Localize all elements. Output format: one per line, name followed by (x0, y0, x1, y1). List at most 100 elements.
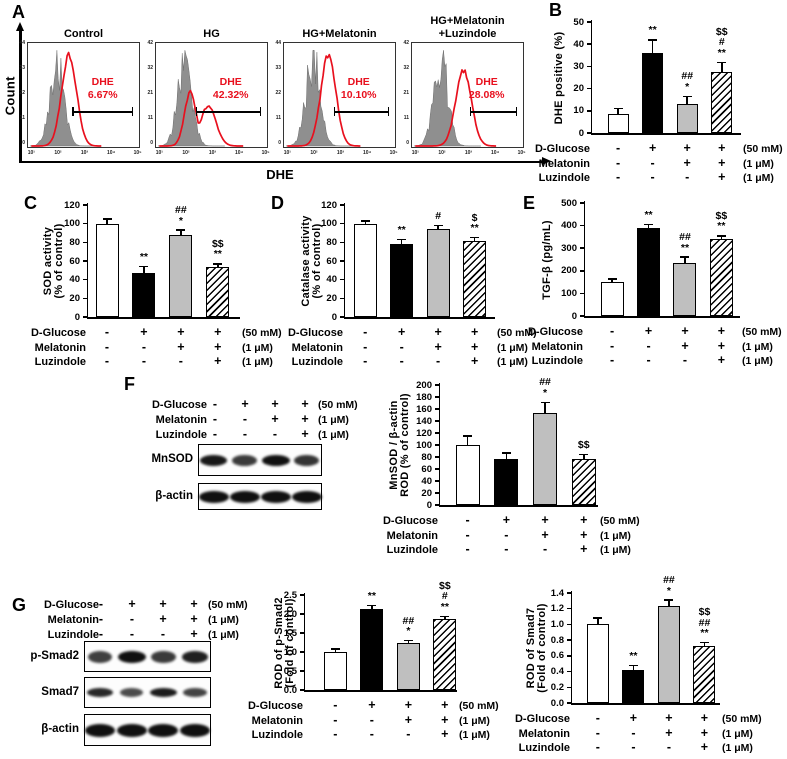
blot-label: p-Smad2 (30, 649, 79, 662)
treatment-label: D-Glucose (527, 326, 583, 338)
treatment-symbol: + (301, 427, 309, 441)
error-bar-cap (470, 236, 480, 239)
bar (642, 53, 664, 133)
treatment-label: D-Glucose (43, 599, 99, 611)
flow-histogram-svg (413, 50, 497, 147)
y-tick-mark (82, 260, 87, 262)
treatment-symbol: + (718, 141, 726, 155)
treatment-symbol: - (104, 339, 110, 354)
y-tick-mark (434, 444, 439, 446)
error-bar-cap (463, 435, 473, 437)
significance-annotation: $$ (715, 209, 728, 222)
treatment-symbol: + (271, 397, 279, 411)
treatment-concentration: (1 μM) (208, 629, 239, 641)
treatment-label: D-Glucose (151, 399, 207, 411)
significance-annotation: * (666, 584, 671, 597)
treatment-symbol: - (682, 353, 688, 367)
bar (586, 624, 609, 703)
y-tick-label: 120 (321, 199, 337, 211)
protein-band (232, 454, 257, 466)
significance-annotation: ** (139, 251, 149, 264)
y-axis-line (438, 383, 440, 505)
treatment-symbol: + (301, 412, 309, 426)
treatment-symbol: - (465, 513, 470, 527)
significance-annotation: $$ (577, 439, 590, 452)
treatment-label: Melatonin (47, 614, 99, 626)
treatment-symbol: + (441, 698, 449, 712)
treatment-label: Melatonin (291, 341, 343, 354)
y-axis-label-line: (Fold of control) (536, 603, 548, 693)
treatment-symbol: - (631, 740, 636, 754)
flow-y-tick-label: 44 (275, 40, 281, 46)
bar (169, 234, 193, 317)
error-bar-cap (102, 218, 112, 220)
flow-y-tick-label: 21 (147, 90, 153, 96)
y-tick-label: 120 (416, 427, 432, 439)
treatment-symbol: - (504, 542, 509, 556)
x-axis-line (583, 316, 740, 318)
y-tick-label: 160 (416, 403, 432, 415)
treatment-label: D-Glucose (382, 515, 438, 527)
treatment-concentration: (1 μM) (600, 544, 631, 556)
significance-annotation: $$ (715, 25, 728, 38)
flow-x-tick-label: 10³ (464, 150, 473, 156)
flow-plot-title: Control (63, 28, 104, 40)
treatment-symbol: - (610, 338, 615, 353)
gate-line (72, 111, 134, 113)
y-tick-label: 1.0 (283, 646, 297, 658)
protein-band (120, 688, 144, 697)
gate-percent: 10.10% (340, 89, 377, 101)
blot-label: β-actin (41, 723, 79, 735)
treatment-label: Luzindole (155, 429, 207, 441)
flow-y-tick-label: 44 (19, 40, 25, 46)
error-bar-cap (213, 263, 223, 265)
significance-annotation: $$ (211, 237, 224, 250)
y-tick-mark (339, 222, 344, 225)
gate-percent: 6.67% (87, 89, 118, 101)
flow-x-tick-label: 10² (54, 150, 62, 156)
bar (622, 670, 645, 703)
protein-band (84, 723, 115, 737)
treatment-symbol: + (683, 141, 691, 155)
panel-letter: B (549, 0, 562, 20)
treatment-label: Melatonin (538, 157, 590, 170)
bar (206, 266, 230, 317)
treatment-label: Luzindole (386, 544, 438, 556)
treatment-symbol: + (718, 155, 726, 170)
error-bar-cap (397, 238, 407, 241)
y-tick-mark (579, 224, 584, 227)
treatment-symbol: + (580, 542, 588, 556)
flow-x-tick-label: 10² (182, 150, 190, 156)
error-bar-line (364, 220, 366, 224)
treatment-symbol: - (212, 427, 218, 441)
treatment-symbol: - (160, 627, 166, 641)
y-tick-mark (586, 110, 591, 112)
protein-band (294, 454, 319, 466)
flow-plot-box (155, 42, 268, 148)
bar (390, 244, 414, 317)
flow-plot-box (411, 42, 524, 148)
y-tick-mark (586, 87, 591, 90)
y-tick-label: 20 (421, 487, 432, 499)
treatment-label: Luzindole (251, 729, 303, 741)
y-tick-label: 2.5 (283, 589, 297, 601)
treatment-symbol: + (140, 325, 148, 339)
treatment-symbol: - (242, 427, 248, 441)
treatment-concentration: (1 μM) (208, 614, 239, 626)
significance-annotation: ## (539, 376, 551, 389)
flow-y-tick-label: 22 (19, 90, 25, 96)
treatment-concentration: (1 μM) (742, 355, 773, 367)
dhe-axis-label: DHE (266, 167, 294, 182)
treatment-symbol: - (615, 141, 621, 155)
protein-band (151, 650, 176, 663)
flow-x-tick-label: 10⁴ (107, 150, 116, 156)
treatment-concentration: (1 μM) (497, 356, 528, 368)
y-tick-label: 50 (573, 16, 584, 28)
gate-left-tick (72, 107, 74, 117)
flow-x-tick-label: 10³ (208, 150, 217, 156)
red-dhe-curve (415, 69, 497, 147)
y-tick-label: 2.0 (283, 608, 297, 620)
error-bar-line (721, 62, 723, 73)
gate-line (333, 111, 390, 113)
significance-annotation: ** (440, 600, 449, 613)
